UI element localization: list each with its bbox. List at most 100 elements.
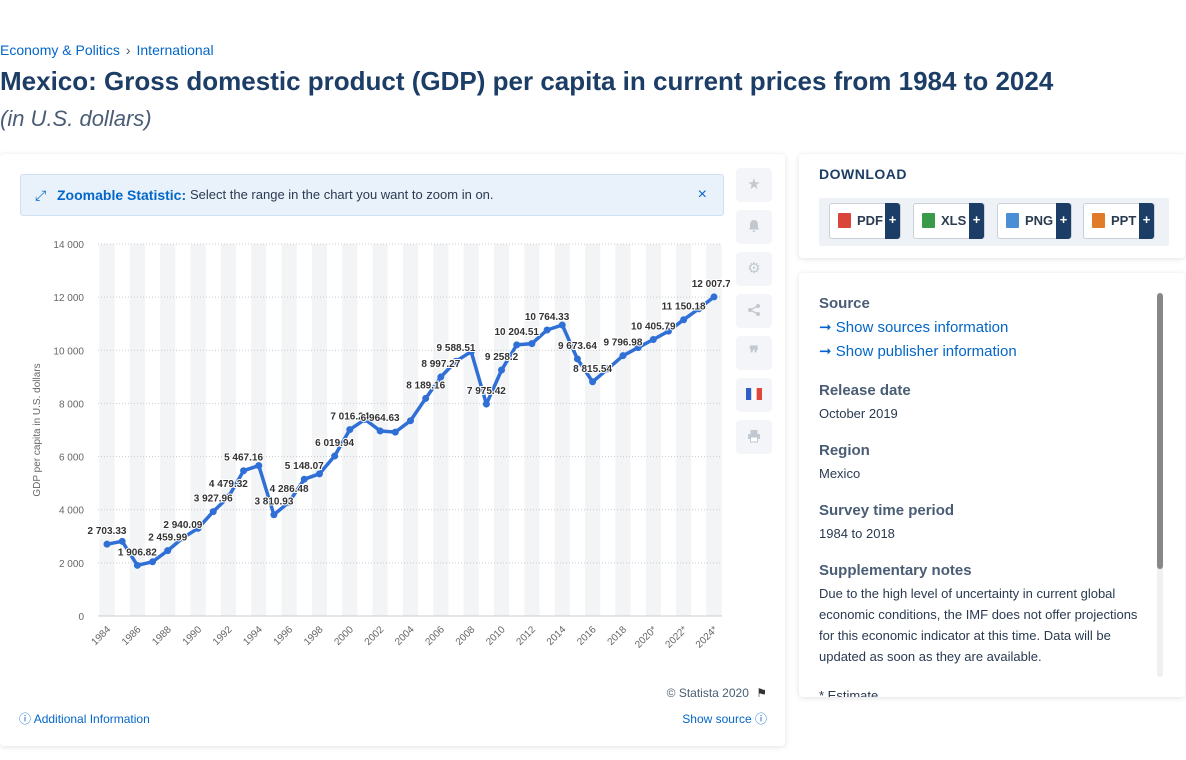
flag-icon: ⚑ (756, 686, 767, 700)
data-point (407, 417, 414, 425)
x-tick-label: 2020* (633, 624, 659, 650)
download-pdf-label: PDF (857, 213, 883, 228)
data-label: 10 405.79 (631, 322, 676, 333)
region-heading: Region (819, 442, 870, 459)
data-point (558, 321, 566, 329)
data-label: 4 286.48 (270, 484, 309, 495)
y-tick-label: 14 000 (53, 240, 84, 251)
data-point (680, 316, 688, 324)
data-label: 7 975.42 (467, 386, 506, 397)
breadcrumb: Economy & Politics › International (0, 42, 214, 58)
download-png-button[interactable]: PNG + (997, 203, 1072, 239)
data-label: 6 019.94 (315, 438, 354, 449)
download-xls-label: XLS (941, 213, 967, 228)
x-tick-label: 1994 (241, 624, 265, 648)
star-icon[interactable]: ★ (736, 168, 772, 202)
show-source-link[interactable]: Show source ⓘ (682, 710, 767, 727)
data-label: 9 258.2 (485, 352, 519, 363)
data-label: 3 810.93 (254, 497, 293, 508)
data-label: 12 007.79 (692, 279, 730, 290)
y-tick-label: 2 000 (59, 559, 84, 570)
chart-toolbar: ★ ⚙ ❞ (736, 168, 772, 462)
chart-card: ⤢ Zoomable Statistic: Select the range i… (0, 154, 785, 746)
data-point (452, 357, 460, 365)
x-tick-label: 2018 (606, 624, 630, 648)
x-tick-label: 2006 (423, 624, 447, 648)
zoom-hint-text: Select the range in the chart you want t… (190, 187, 494, 202)
line-chart[interactable]: 0 2 000 4 000 6 000 8 000 10 000 12 000 14 000 1… (0, 224, 730, 664)
data-point (331, 452, 339, 460)
chart-band (676, 244, 692, 616)
plus-icon: + (1139, 203, 1154, 239)
chart-band (463, 244, 479, 616)
arrow-right-icon: ➞ (819, 319, 832, 336)
release-date-heading: Release date (819, 382, 911, 399)
x-tick-label: 1988 (150, 624, 174, 648)
chart-band (615, 244, 631, 616)
chart-band (585, 244, 601, 616)
show-sources-label: Show sources information (835, 319, 1009, 336)
data-label: 2 459.99 (148, 533, 187, 544)
y-tick-label: 4 000 (59, 506, 84, 517)
share-icon[interactable] (736, 294, 772, 328)
data-label: 7 016.24 (330, 412, 369, 423)
scrollbar-thumb[interactable] (1157, 293, 1163, 569)
estimate-footnote: * Estimate (819, 688, 879, 697)
additional-information-link[interactable]: ⓘ Additional Information (19, 710, 150, 727)
data-label: 6 964.63 (361, 413, 400, 424)
download-xls-button[interactable]: XLS + (913, 203, 985, 239)
data-point (224, 493, 232, 501)
data-point (528, 340, 536, 348)
download-pdf-button[interactable]: PDF + (829, 203, 901, 239)
release-date-value: October 2019 (819, 406, 898, 421)
download-ppt-button[interactable]: PPT + (1083, 203, 1155, 239)
info-card: Source ➞ Show sources information ➞ Show… (799, 273, 1185, 697)
data-point (573, 355, 581, 363)
supplementary-notes-heading: Supplementary notes (819, 562, 972, 579)
info-icon: ⓘ (19, 712, 32, 726)
chart-band (190, 244, 206, 616)
chart-band (706, 244, 722, 616)
x-tick-label: 2022* (664, 624, 690, 650)
png-file-icon (1006, 213, 1019, 228)
x-tick-label: 2008 (454, 624, 478, 648)
data-point (285, 498, 293, 506)
data-point (695, 305, 703, 313)
quote-icon[interactable]: ❞ (736, 336, 772, 370)
arrow-right-icon: ➞ (819, 343, 832, 360)
data-point (422, 394, 430, 402)
x-tick-label: 1984 (90, 624, 114, 648)
data-label: 8 815.54 (573, 364, 612, 375)
data-label: 9 796.98 (603, 338, 642, 349)
x-tick-label: 1998 (302, 624, 326, 648)
bell-icon[interactable] (736, 210, 772, 244)
x-tick-label: 2016 (575, 624, 599, 648)
data-label: 2 940.09 (163, 520, 202, 531)
chart-band (160, 244, 176, 616)
breadcrumb-link-economy[interactable]: Economy & Politics (0, 42, 120, 58)
data-point (543, 326, 551, 334)
chart-band (402, 244, 419, 616)
data-point (467, 348, 475, 356)
data-label: 10 204.51 (494, 327, 539, 338)
show-publisher-link[interactable]: ➞ Show publisher information (819, 340, 1151, 364)
breadcrumb-link-international[interactable]: International (136, 42, 214, 58)
close-icon[interactable]: × (697, 186, 707, 203)
x-tick-label: 2010 (484, 624, 508, 648)
flag-france-icon[interactable] (736, 378, 772, 412)
chart-band (645, 244, 661, 616)
download-png-label: PNG (1025, 213, 1054, 228)
data-point (634, 344, 642, 352)
xls-file-icon (922, 213, 935, 228)
chart-band (251, 244, 267, 616)
x-tick-label: 2004 (393, 624, 417, 648)
data-point (149, 558, 157, 566)
gear-icon[interactable]: ⚙ (736, 252, 772, 286)
show-sources-link[interactable]: ➞ Show sources information (819, 316, 1151, 340)
zoom-hint-title: Zoomable Statistic: (57, 187, 187, 203)
download-buttons: PDF + XLS + PNG + PPT + (819, 198, 1169, 246)
data-point (270, 511, 278, 519)
survey-period-heading: Survey time period (819, 502, 955, 519)
print-icon[interactable] (736, 420, 772, 454)
plus-icon: + (885, 203, 900, 239)
